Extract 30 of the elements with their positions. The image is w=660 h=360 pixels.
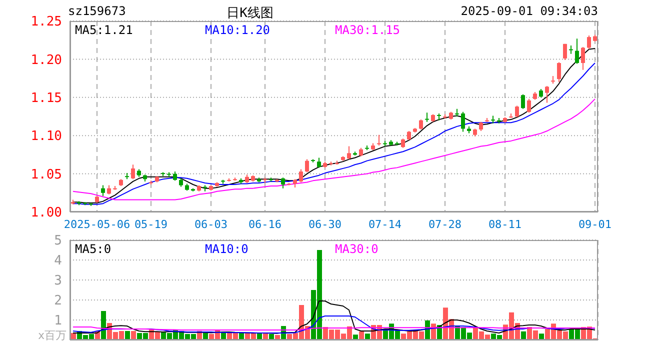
x-tick-label: 07-14 — [368, 218, 402, 231]
y-tick-label: 1.25 — [30, 14, 62, 30]
x-tick-label: 05-19 — [134, 218, 168, 231]
text: MA5:0 — [75, 242, 112, 256]
text: MA10:1.20 — [205, 23, 270, 37]
text: MA5:1.21 — [75, 23, 133, 37]
y-tick-label: 3 — [54, 274, 62, 289]
y-tick-label: 1 — [54, 314, 62, 329]
text: MA10:0 — [205, 242, 248, 256]
y-tick-label: 1.20 — [30, 52, 62, 68]
y-tick-label: 1.05 — [30, 167, 62, 182]
chart-title: 日K线图 — [226, 5, 274, 22]
y-tick-label: 1.10 — [30, 129, 62, 144]
text: MA30:0 — [335, 242, 378, 256]
x-tick-label: 07-28 — [428, 218, 462, 231]
x-tick-label: 2025-05-06 — [64, 218, 130, 231]
y-axis-title: x百万 — [38, 328, 67, 343]
y-tick-label: 1.15 — [30, 91, 62, 106]
y-tick-label: 1.00 — [30, 206, 62, 221]
y-tick-label: 4 — [54, 254, 62, 269]
text: 2025-09-01 09:34:03 — [460, 4, 598, 18]
y-tick-label: 2 — [54, 294, 62, 309]
text: sz159673 — [68, 4, 126, 18]
text: MA30:1.15 — [335, 23, 400, 37]
y-tick-label: 5 — [54, 234, 62, 249]
x-tick-label: 06-30 — [308, 218, 342, 231]
x-tick-label: 09-01 — [578, 218, 612, 231]
x-tick-label: 08-11 — [488, 218, 522, 231]
x-tick-label: 06-16 — [248, 218, 282, 231]
x-tick-label: 06-03 — [194, 218, 228, 231]
